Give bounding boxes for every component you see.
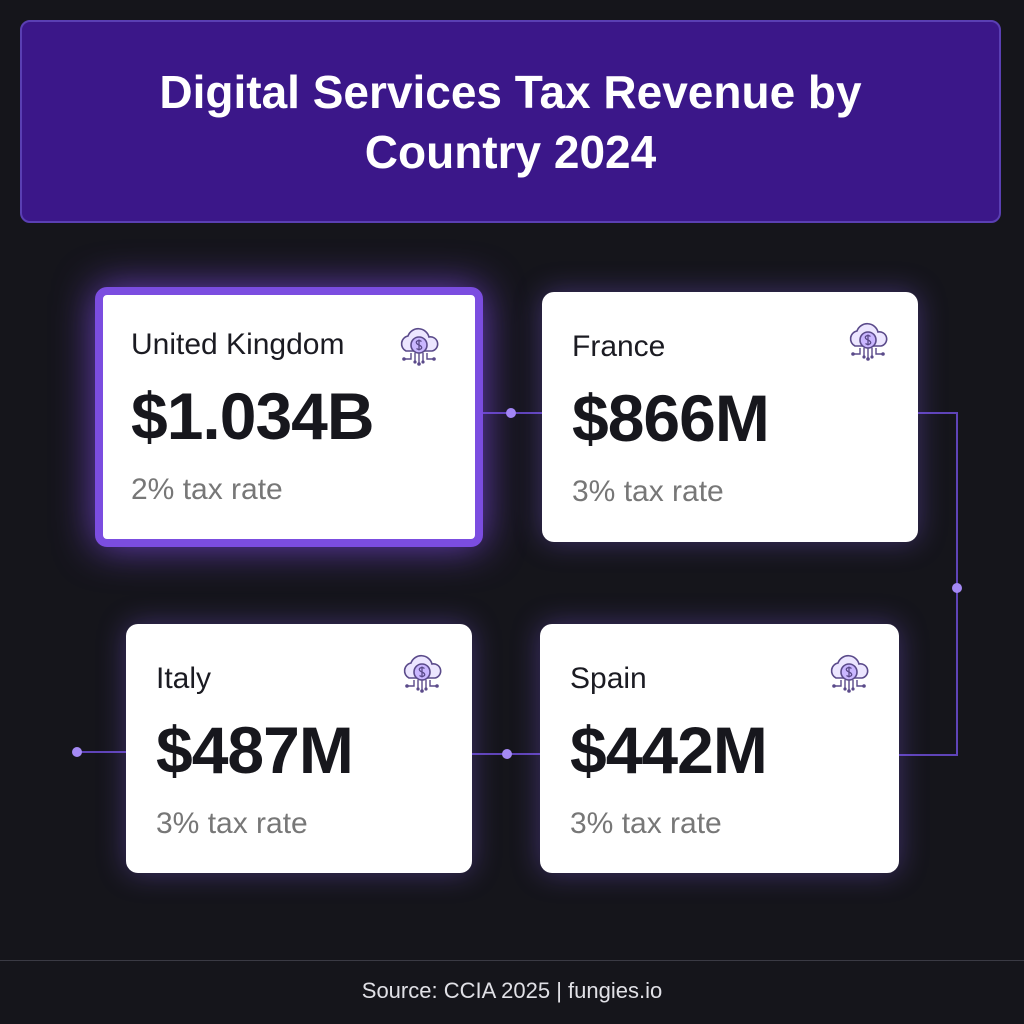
tax-rate: 3% tax rate: [156, 807, 308, 840]
revenue-value: $866M: [572, 381, 770, 455]
title-banner: Digital Services Tax Revenue by Country …: [20, 20, 1001, 223]
country-card: Spain $442M 3% tax rate: [540, 624, 899, 873]
revenue-value: $487M: [156, 713, 354, 787]
country-name: United Kingdom: [131, 328, 345, 361]
footer-divider: [0, 960, 1024, 961]
cloud-coin-icon: [849, 322, 888, 361]
tax-rate: 2% tax rate: [131, 473, 283, 506]
cloud-coin-icon: [403, 654, 442, 693]
cloud-coin-icon: [400, 327, 439, 366]
tax-rate: 3% tax rate: [570, 807, 722, 840]
country-name: Spain: [570, 662, 647, 695]
revenue-value: $1.034B: [131, 379, 375, 453]
footer-source: Source: CCIA 2025 | fungies.io: [361, 978, 663, 1003]
cloud-coin-icon: [830, 654, 869, 693]
country-card: United Kingdom $1.034B 2% tax rate: [95, 287, 483, 547]
node-dot: [502, 749, 512, 759]
tax-rate: 3% tax rate: [572, 475, 724, 508]
node-dot: [952, 583, 962, 593]
country-name: Italy: [156, 662, 212, 695]
title: Digital Services Tax Revenue by Country …: [159, 65, 862, 178]
revenue-value: $442M: [570, 713, 768, 787]
node-dot: [506, 408, 516, 418]
country-card: Italy $487M 3% tax rate: [126, 624, 472, 873]
country-card: France $866M 3% tax rate: [542, 292, 918, 542]
country-name: France: [572, 330, 666, 363]
node-dot: [72, 747, 82, 757]
